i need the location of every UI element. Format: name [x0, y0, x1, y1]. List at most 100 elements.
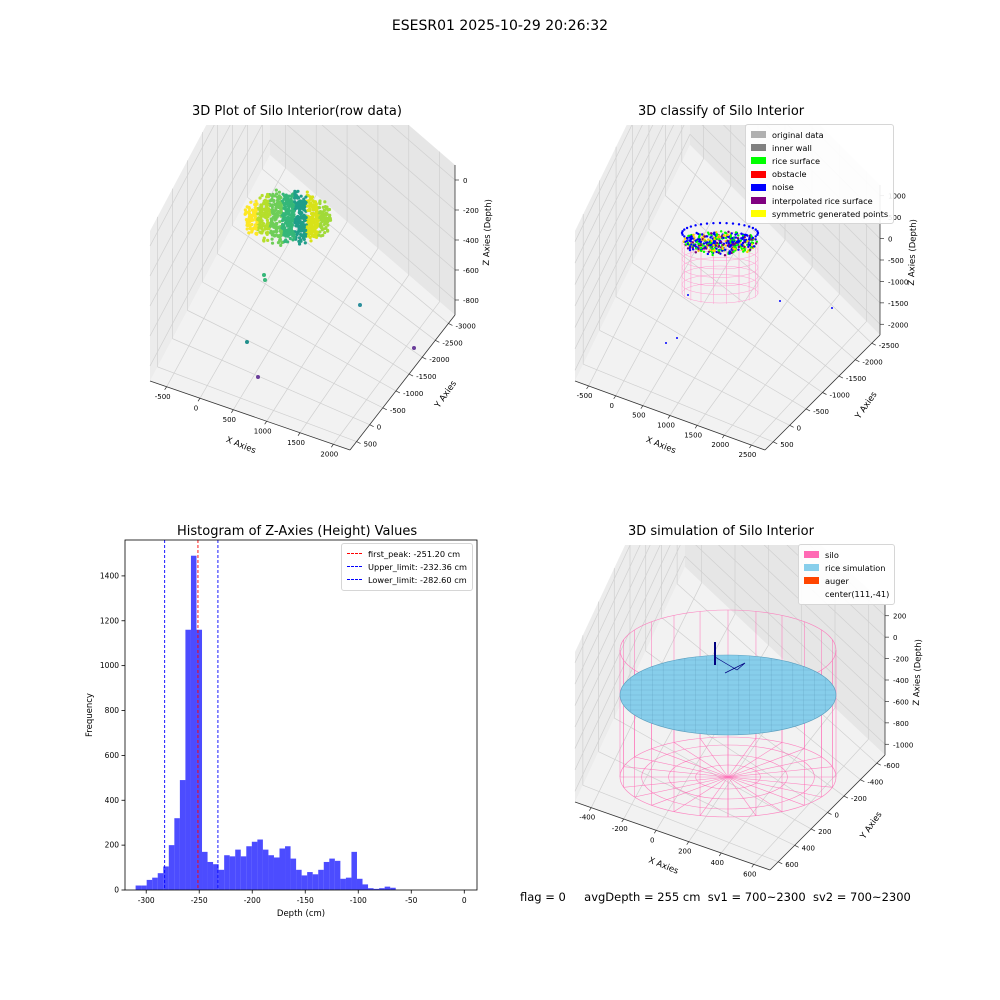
- histogram-bar: [213, 864, 219, 890]
- legend-label: symmetric generated points: [772, 208, 889, 219]
- histogram-bar: [251, 841, 258, 890]
- histogram-bar: [273, 857, 280, 890]
- x-tick-label: -200: [244, 896, 261, 905]
- histogram-bar: [207, 861, 214, 890]
- outlier-point: [263, 278, 267, 282]
- histogram-bar: [351, 851, 357, 890]
- legend-swatch: [751, 210, 766, 218]
- legend-label: rice simulation: [825, 562, 886, 573]
- histogram-bar: [334, 860, 341, 890]
- histogram-bar: [384, 886, 391, 890]
- z-tick-label: 0: [893, 634, 897, 642]
- plot-frame: [124, 539, 478, 891]
- y-tick-label: -1500: [416, 373, 436, 381]
- legend-swatch: [751, 197, 766, 205]
- noise-point: [779, 300, 781, 302]
- x-tick-label: 2500: [739, 451, 757, 459]
- panel3-histogram: -300 -250 -200 -150 -100 -50 0 0 200 400 600 800 100…: [85, 539, 478, 919]
- histogram-bar: [163, 866, 169, 890]
- panel1-title: 3D Plot of Silo Interior(row data): [192, 104, 402, 119]
- legend-label: interpolated rice surface: [772, 195, 873, 206]
- y-tick-label: 500: [780, 441, 793, 449]
- z-tick-label: -1000: [888, 278, 908, 286]
- legend-entry: original data: [751, 128, 888, 141]
- legend-entry: Upper_limit: -232.36 cm: [347, 560, 467, 573]
- x-tick-label: 0: [194, 404, 198, 412]
- x-tick-label: -50: [405, 896, 417, 905]
- legend-entry: silo: [804, 548, 889, 561]
- histogram-bar: [185, 629, 191, 890]
- y-tick-label: -3000: [455, 322, 475, 330]
- histogram-bar: [301, 875, 308, 890]
- legend-label: first_peak: -251.20 cm: [368, 548, 461, 559]
- panel1-3d-plot: -500 0 500 1000 1500 2000 500 0 -500 -1000 -1500 -2…: [149, 125, 494, 458]
- histogram-bar: [190, 555, 197, 890]
- y-tick-label: 1200: [100, 616, 119, 625]
- x-tick-label: -300: [138, 896, 155, 905]
- panel4-legend: silo rice simulation auger center(111,-41): [798, 544, 896, 605]
- legend-label: center(111,-41): [825, 589, 890, 600]
- panel4-title: 3D simulation of Silo Interior: [628, 524, 814, 539]
- legend-swatch: [804, 577, 819, 585]
- z-tick-label: -500: [888, 257, 904, 265]
- legend-swatch: [804, 564, 819, 572]
- x-tick-label: 0: [650, 836, 654, 844]
- histogram-bar: [379, 888, 385, 890]
- y-axis-label: Y Axies: [858, 810, 885, 842]
- grid-lines: [149, 125, 456, 445]
- panel2-title: 3D classify of Silo Interior: [638, 104, 805, 119]
- histogram-bar: [179, 780, 186, 890]
- histogram-bar: [141, 885, 147, 890]
- y-axis-label: Y Axies: [853, 390, 880, 422]
- histogram-bar: [318, 869, 324, 890]
- noise-point: [665, 342, 667, 344]
- y-tick-label: 400: [105, 796, 120, 805]
- rice-mesh: [620, 655, 836, 735]
- x-tick-label: 1500: [287, 439, 305, 447]
- status-sv2: sv2 = 700~2300: [812, 890, 911, 904]
- center-marker: [714, 656, 746, 674]
- x-tick-label: 400: [711, 859, 724, 867]
- status-line: flag = 0 avgDepth = 255 cm sv1 = 700~230…: [520, 890, 911, 904]
- legend-swatch: [804, 591, 819, 598]
- y-tick-label: 1400: [100, 571, 119, 580]
- histogram-bar: [368, 888, 374, 890]
- histogram-bar: [235, 849, 241, 890]
- x-tick-label: 200: [678, 848, 691, 856]
- x-tick-label: 2000: [711, 441, 729, 449]
- y-tick-label: -500: [390, 407, 406, 415]
- y-tick-label: 400: [802, 844, 815, 852]
- classified-points: [680, 221, 760, 257]
- y-tick-label: -1000: [403, 390, 423, 398]
- outlier-point: [412, 346, 416, 350]
- z-tick-label: -1000: [893, 741, 913, 749]
- x-tick-label: 2000: [320, 450, 338, 458]
- legend-swatch: [751, 131, 766, 139]
- legend-label: Lower_limit: -282.60 cm: [368, 574, 467, 585]
- legend-entry: symmetric generated points: [751, 207, 888, 220]
- x-tick-label: -500: [577, 392, 593, 400]
- outlier-point: [245, 340, 249, 344]
- histogram-bar: [296, 869, 302, 890]
- z-tick-label: 0: [463, 177, 467, 185]
- histogram-bar: [262, 849, 269, 890]
- outlier-point: [256, 375, 260, 379]
- x-tick-label: 500: [223, 416, 236, 424]
- y-tick-label: 0: [377, 424, 381, 432]
- legend-entry: center(111,-41): [804, 588, 889, 601]
- histogram-bar: [174, 818, 180, 890]
- x-tick-label: -400: [579, 814, 595, 822]
- x-axis-label: X Axies: [647, 856, 680, 877]
- legend-label: obstacle: [772, 169, 807, 180]
- x-tick-label: 500: [632, 412, 645, 420]
- legend-swatch: [804, 551, 819, 559]
- histogram-bar: [218, 869, 225, 890]
- y-tick-label: -2000: [862, 359, 882, 367]
- histogram-bar: [390, 887, 396, 890]
- x-tick-label: 0: [609, 402, 613, 410]
- legend-label: original data: [772, 129, 824, 140]
- z-tick-label: -400: [893, 677, 909, 685]
- histogram-bar: [240, 856, 247, 890]
- legend-entry: inner wall: [751, 141, 888, 154]
- histogram-bar: [268, 855, 274, 890]
